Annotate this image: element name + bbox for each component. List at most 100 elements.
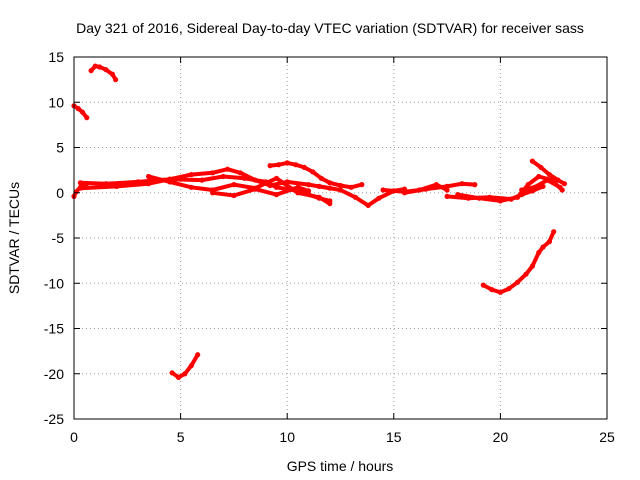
data-point bbox=[188, 363, 194, 369]
data-point bbox=[103, 67, 109, 73]
data-point bbox=[316, 194, 322, 200]
y-tick-label: -15 bbox=[44, 321, 64, 337]
data-point bbox=[188, 184, 194, 190]
data-point bbox=[423, 186, 429, 192]
y-axis-label: SDTVAR / TECUs bbox=[6, 182, 22, 294]
data-point bbox=[348, 184, 354, 190]
data-point bbox=[88, 68, 94, 74]
plot-frame bbox=[73, 56, 608, 420]
y-tick-label: 10 bbox=[48, 94, 64, 110]
data-point bbox=[538, 164, 544, 170]
axis-ticks: 0 5 10 15 20 25 -25 -20 -15 -10 -5 0 5 10 15 bbox=[44, 49, 615, 445]
grid-lines bbox=[74, 57, 607, 419]
data-point bbox=[376, 195, 382, 201]
data-point bbox=[525, 182, 531, 188]
data-point bbox=[514, 194, 521, 200]
data-point bbox=[252, 186, 258, 192]
data-point bbox=[544, 177, 550, 183]
data-point bbox=[540, 244, 546, 250]
data-point bbox=[536, 173, 542, 180]
data-point bbox=[359, 182, 365, 188]
data-point bbox=[536, 249, 542, 256]
data-point bbox=[114, 183, 120, 189]
data-point bbox=[327, 180, 333, 186]
data-point bbox=[113, 77, 119, 83]
data-point bbox=[316, 183, 322, 189]
series-track-6 bbox=[146, 174, 332, 206]
data-point bbox=[305, 188, 312, 194]
data-point bbox=[365, 202, 371, 208]
data-point bbox=[224, 166, 231, 172]
data-point bbox=[97, 64, 103, 70]
data-point bbox=[401, 190, 408, 196]
data-point bbox=[220, 173, 226, 180]
data-point bbox=[167, 179, 173, 185]
data-point bbox=[546, 239, 553, 245]
data-point bbox=[305, 182, 312, 188]
data-point bbox=[557, 184, 563, 190]
data-point bbox=[529, 158, 536, 164]
data-point bbox=[337, 182, 344, 189]
y-tick-label: -10 bbox=[44, 275, 64, 291]
data-point bbox=[295, 184, 301, 190]
data-point bbox=[489, 287, 495, 293]
data-point bbox=[455, 192, 461, 198]
data-point bbox=[267, 163, 273, 169]
x-tick-label: 25 bbox=[599, 429, 615, 445]
data-point bbox=[237, 170, 243, 176]
x-tick-label: 0 bbox=[70, 429, 78, 445]
data-point bbox=[293, 162, 299, 168]
data-point bbox=[109, 71, 115, 77]
data-point bbox=[472, 182, 478, 188]
x-axis-label: GPS time / hours bbox=[287, 458, 394, 474]
data-point bbox=[79, 109, 86, 115]
y-tick-label: -20 bbox=[44, 366, 64, 382]
data-point bbox=[310, 169, 316, 175]
data-point bbox=[546, 172, 553, 178]
data-point bbox=[210, 190, 216, 196]
data-point bbox=[195, 352, 201, 358]
data-point bbox=[188, 172, 194, 178]
y-tick-label: 15 bbox=[48, 49, 64, 65]
data-point bbox=[301, 164, 307, 170]
data-point bbox=[476, 195, 482, 201]
data-point bbox=[444, 183, 450, 189]
data-point bbox=[169, 370, 175, 376]
x-tick-label: 5 bbox=[177, 429, 185, 445]
y-tick-label: 0 bbox=[56, 185, 64, 201]
data-point bbox=[77, 180, 83, 186]
data-point bbox=[514, 279, 521, 285]
data-point bbox=[295, 190, 301, 196]
data-point bbox=[555, 177, 561, 183]
data-point bbox=[318, 175, 324, 181]
data-point bbox=[284, 160, 290, 166]
data-point bbox=[380, 187, 386, 193]
y-tick-label: -25 bbox=[44, 411, 64, 427]
series-track-15 bbox=[519, 178, 563, 192]
y-tick-label: 5 bbox=[56, 140, 64, 156]
data-series bbox=[71, 63, 568, 380]
chart-title: Day 321 of 2016, Sidereal Day-to-day VTE… bbox=[76, 20, 584, 36]
data-point bbox=[231, 182, 237, 188]
data-point bbox=[531, 184, 538, 190]
data-point bbox=[175, 374, 182, 380]
data-point bbox=[276, 162, 282, 168]
data-point bbox=[523, 271, 529, 277]
data-point bbox=[182, 371, 188, 377]
data-point bbox=[77, 185, 83, 191]
data-point bbox=[561, 181, 568, 187]
data-point bbox=[480, 282, 486, 288]
data-point bbox=[146, 173, 152, 180]
x-tick-label: 15 bbox=[386, 429, 402, 445]
data-point bbox=[506, 286, 512, 292]
data-point bbox=[444, 187, 450, 193]
data-point bbox=[327, 201, 333, 207]
data-point bbox=[267, 182, 273, 189]
data-point bbox=[273, 175, 280, 181]
data-point bbox=[146, 181, 152, 187]
data-point bbox=[231, 192, 237, 199]
data-point bbox=[551, 229, 557, 235]
data-point bbox=[497, 198, 503, 204]
data-point bbox=[273, 192, 280, 198]
